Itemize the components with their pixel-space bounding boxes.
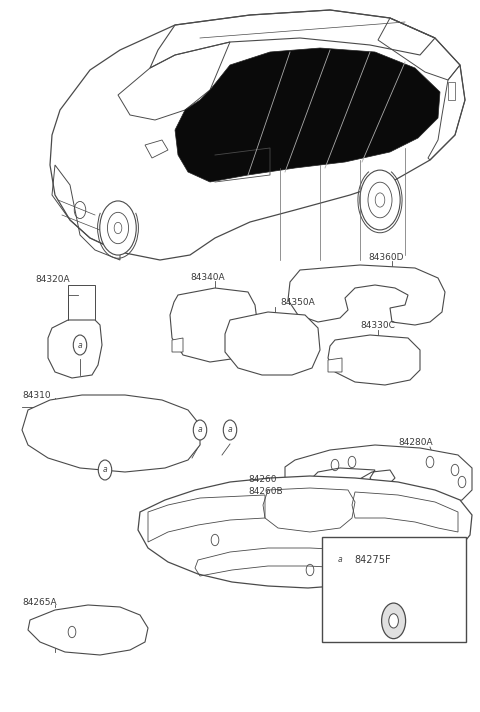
Polygon shape: [170, 288, 258, 362]
Polygon shape: [328, 335, 420, 385]
Polygon shape: [328, 358, 342, 372]
Text: 84330C: 84330C: [360, 321, 395, 330]
Text: 84265A: 84265A: [22, 598, 57, 607]
Bar: [448, 82, 455, 100]
Circle shape: [389, 614, 398, 628]
Polygon shape: [48, 320, 102, 378]
Polygon shape: [225, 312, 320, 375]
Polygon shape: [138, 476, 472, 588]
Text: 84350A: 84350A: [280, 298, 315, 307]
FancyBboxPatch shape: [322, 537, 466, 642]
Text: 84275F: 84275F: [354, 555, 391, 565]
Circle shape: [193, 420, 207, 440]
Text: 84260: 84260: [248, 475, 276, 484]
Text: 84360D: 84360D: [368, 253, 404, 262]
Circle shape: [382, 603, 406, 639]
Polygon shape: [285, 445, 472, 505]
Text: a: a: [78, 340, 82, 350]
Polygon shape: [68, 285, 95, 320]
Text: 84320A: 84320A: [35, 275, 70, 284]
Circle shape: [98, 460, 112, 480]
Circle shape: [360, 170, 400, 230]
Text: 84260B: 84260B: [248, 487, 283, 496]
Circle shape: [100, 201, 136, 255]
Text: 84280A: 84280A: [398, 438, 432, 447]
Text: 84340A: 84340A: [190, 273, 225, 282]
Text: a: a: [228, 426, 232, 434]
Polygon shape: [175, 48, 440, 182]
Polygon shape: [22, 395, 200, 472]
Polygon shape: [172, 338, 183, 352]
Polygon shape: [28, 605, 148, 655]
Text: a: a: [103, 466, 108, 474]
Circle shape: [73, 335, 87, 355]
Polygon shape: [288, 265, 445, 325]
Circle shape: [223, 420, 237, 440]
Text: 84310: 84310: [22, 391, 50, 400]
Circle shape: [332, 548, 348, 571]
Text: a: a: [198, 426, 202, 434]
Text: a: a: [337, 555, 342, 564]
